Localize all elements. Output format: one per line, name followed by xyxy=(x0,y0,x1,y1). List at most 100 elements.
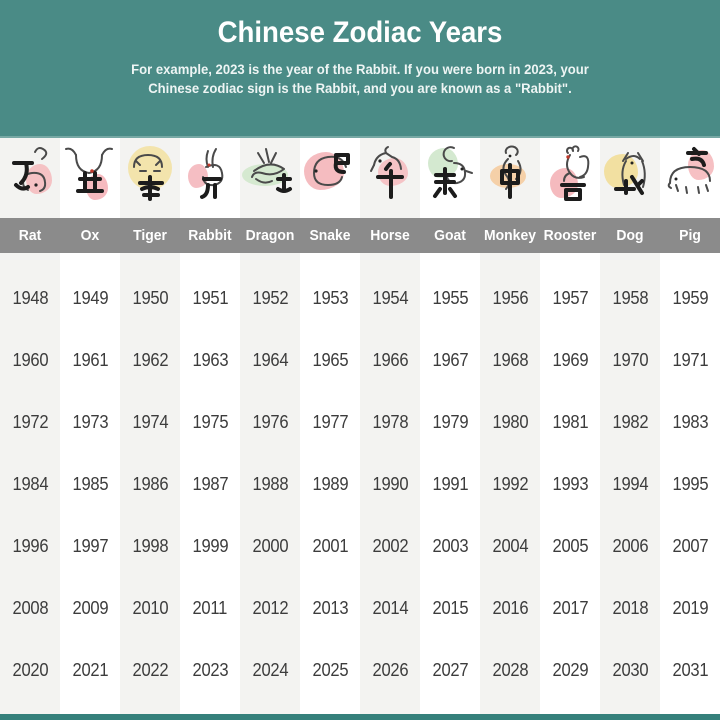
zodiac-cell-monkey xyxy=(480,138,540,218)
year-cell: 1952 xyxy=(252,287,288,308)
zodiac-name-bar: Rat Ox Tiger Rabbit Dragon Snake Horse Goat Monk… xyxy=(0,218,720,253)
subtitle-line-1: For example, 2023 is the year of the Rab… xyxy=(131,62,589,77)
year-cell: 1951 xyxy=(192,287,228,308)
horse-ink-illustration xyxy=(370,146,404,199)
year-cell: 2011 xyxy=(192,597,228,618)
year-cell: 2007 xyxy=(672,535,708,556)
year-cell: 1994 xyxy=(612,473,648,494)
snake-ink-illustration xyxy=(313,153,350,186)
year-cell: 1997 xyxy=(72,535,108,556)
zodiac-cell-dragon xyxy=(240,138,300,218)
dragon-ink-illustration xyxy=(251,148,292,193)
year-cell: 2022 xyxy=(132,659,168,680)
year-cell: 1948 xyxy=(12,287,48,308)
year-cell: 1964 xyxy=(252,349,288,370)
zodiac-name-dragon: Dragon xyxy=(245,227,295,244)
year-cell: 2006 xyxy=(612,535,648,556)
zodiac-name-monkey: Monkey xyxy=(484,227,536,244)
year-cell: 2018 xyxy=(612,597,648,618)
zodiac-name-dog: Dog xyxy=(616,227,644,244)
year-cell: 2021 xyxy=(72,659,108,680)
year-cell: 2016 xyxy=(492,597,528,618)
year-cell: 2025 xyxy=(312,659,348,680)
year-cell: 1957 xyxy=(552,287,588,308)
year-cell: 1955 xyxy=(432,287,468,308)
year-cell: 2012 xyxy=(252,597,288,618)
zodiac-cell-tiger xyxy=(120,138,180,218)
zodiac-cell-horse xyxy=(360,138,420,218)
year-cell: 2019 xyxy=(672,597,708,618)
year-cell: 1984 xyxy=(12,473,48,494)
year-cell: 1977 xyxy=(312,411,348,432)
zodiac-cell-goat xyxy=(420,138,480,218)
footer-accent-bar xyxy=(0,714,720,720)
year-cell: 1949 xyxy=(72,287,108,308)
year-cell: 1970 xyxy=(612,349,648,370)
year-cell: 1986 xyxy=(132,473,168,494)
header-banner: Chinese Zodiac Years For example, 2023 i… xyxy=(0,0,720,138)
year-cell: 1998 xyxy=(132,535,168,556)
year-cell: 1971 xyxy=(672,349,708,370)
zodiac-name-rooster: Rooster xyxy=(543,227,597,244)
page-title: Chinese Zodiac Years xyxy=(217,16,503,49)
pig-ink-illustration xyxy=(667,147,711,194)
zodiac-name-rat: Rat xyxy=(18,227,42,244)
year-cell: 2028 xyxy=(492,659,528,680)
year-cell: 1988 xyxy=(252,473,288,494)
year-cell: 2027 xyxy=(432,659,468,680)
year-cell: 1962 xyxy=(132,349,168,370)
year-cell: 1991 xyxy=(432,473,468,494)
zodiac-cell-dog xyxy=(600,138,660,218)
color-blob xyxy=(26,164,52,194)
color-blob xyxy=(242,164,288,186)
year-cell: 1990 xyxy=(372,473,408,494)
year-cell: 1967 xyxy=(432,349,468,370)
year-cell: 1985 xyxy=(72,473,108,494)
year-cell: 1960 xyxy=(12,349,48,370)
year-cell: 1968 xyxy=(492,349,528,370)
year-cell: 2014 xyxy=(372,597,408,618)
year-cell: 2015 xyxy=(432,597,468,618)
year-cell: 2026 xyxy=(372,659,408,680)
zodiac-cell-pig xyxy=(660,138,720,218)
zodiac-name-tiger: Tiger xyxy=(133,227,167,244)
year-cell: 2008 xyxy=(12,597,48,618)
year-cell: 1996 xyxy=(12,535,48,556)
year-cell: 1972 xyxy=(12,411,48,432)
year-cell: 1992 xyxy=(492,473,528,494)
year-cell: 2001 xyxy=(312,535,348,556)
year-cell: 1950 xyxy=(132,287,168,308)
year-cell: 2009 xyxy=(72,597,108,618)
year-cell: 1983 xyxy=(672,411,708,432)
zodiac-cell-rat xyxy=(0,138,60,218)
year-cell: 2013 xyxy=(312,597,348,618)
year-cell: 2003 xyxy=(432,535,468,556)
year-cell: 2000 xyxy=(252,535,288,556)
zodiac-name-snake: Snake xyxy=(309,227,351,244)
year-cell: 2017 xyxy=(552,597,588,618)
year-cell: 1954 xyxy=(372,287,408,308)
year-cell: 1953 xyxy=(312,287,348,308)
year-cell: 1987 xyxy=(192,473,228,494)
rat-ink-illustration xyxy=(12,147,48,192)
year-cell: 1974 xyxy=(132,411,168,432)
years-table: 1948 1949 1950 1951 1952 1953 1954 1955 1956 1957… xyxy=(0,253,720,714)
year-cell: 1973 xyxy=(72,411,108,432)
year-cell: 1966 xyxy=(372,349,408,370)
year-cell: 1975 xyxy=(192,411,228,432)
year-cell: 1995 xyxy=(672,473,708,494)
zodiac-illustration-row xyxy=(0,138,720,218)
subtitle-line-2: Chinese zodiac sign is the Rabbit, and y… xyxy=(148,81,572,96)
year-cell: 2010 xyxy=(132,597,168,618)
year-cell: 1982 xyxy=(612,411,648,432)
rabbit-ink-illustration xyxy=(200,148,224,199)
year-cell: 2031 xyxy=(672,659,708,680)
year-cell: 2030 xyxy=(612,659,648,680)
year-cell: 2024 xyxy=(252,659,288,680)
zodiac-cell-ox xyxy=(60,138,120,218)
year-cell: 2020 xyxy=(12,659,48,680)
year-cell: 1963 xyxy=(192,349,228,370)
year-cell: 1959 xyxy=(672,287,708,308)
ox-ink-illustration xyxy=(65,147,113,193)
dog-ink-illustration xyxy=(614,152,646,195)
